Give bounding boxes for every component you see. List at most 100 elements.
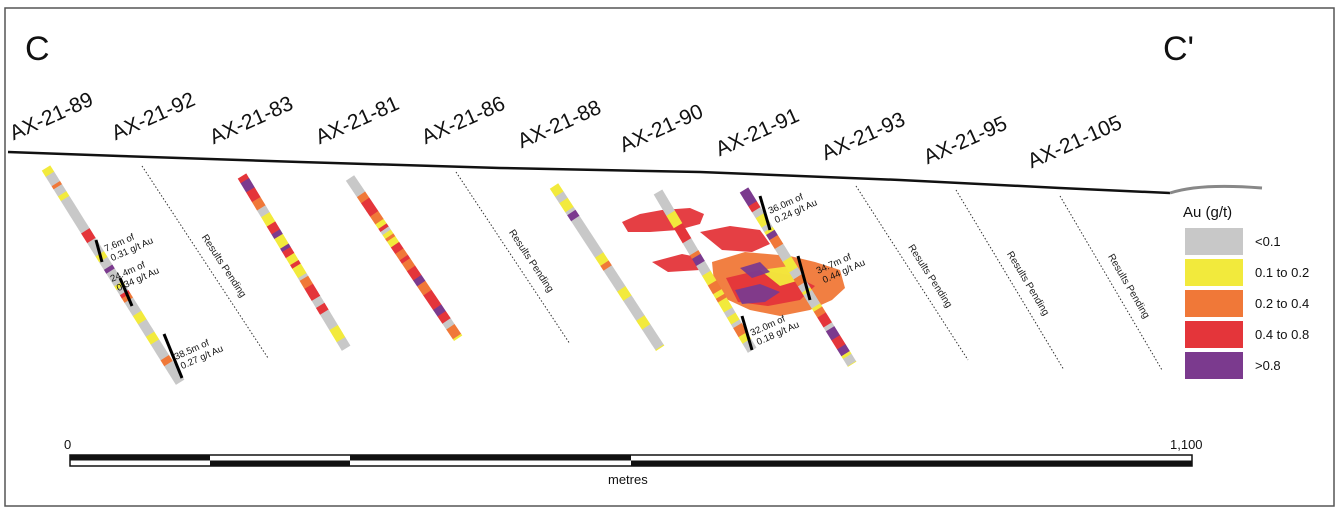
assay-interval	[807, 295, 821, 309]
assay-interval	[375, 218, 387, 230]
assay-interval	[797, 281, 811, 293]
assay-interval	[57, 191, 70, 202]
assay-interval	[353, 186, 366, 198]
assay-interval	[386, 236, 400, 248]
drill-hole-ax-21-90	[653, 189, 757, 353]
assay-interval	[87, 237, 98, 247]
assay-interval	[325, 318, 339, 331]
assay-interval	[314, 299, 325, 309]
results-pending-label: Results Pending	[506, 228, 555, 295]
legend-label: 0.1 to 0.2	[1255, 265, 1310, 280]
topography-line-extension	[1169, 184, 1263, 195]
assay-interval	[160, 355, 173, 367]
assay-interval	[264, 217, 276, 227]
legend-label: >0.8	[1255, 358, 1281, 373]
assay-interval	[150, 339, 166, 355]
assay-interval	[406, 265, 422, 281]
assay-interval	[671, 218, 683, 229]
assay-interval	[274, 233, 285, 242]
assay-interval	[119, 289, 131, 299]
pending-trace	[955, 189, 1065, 371]
legend-swatch	[1185, 290, 1243, 317]
pending-trace	[855, 185, 969, 361]
assay-interval	[378, 223, 389, 233]
assay-interval	[752, 207, 765, 219]
assay-interval	[726, 312, 740, 325]
assay-interval	[345, 175, 357, 185]
drill-hole-ax-21-93	[855, 185, 969, 361]
assay-interval	[731, 319, 742, 329]
assay-interval	[699, 265, 711, 277]
assay-interval	[769, 234, 784, 250]
assay-interval	[786, 262, 798, 273]
assay-interval	[78, 224, 90, 234]
assay-interval	[663, 205, 676, 216]
assay-interval	[642, 324, 657, 340]
ore-zone-8	[740, 262, 770, 278]
assay-interval	[597, 256, 609, 267]
assay-interval	[399, 254, 411, 265]
assay-interval	[315, 302, 329, 315]
assay-interval	[336, 337, 351, 351]
legend-label: 0.2 to 0.4	[1255, 296, 1310, 311]
assay-interval	[691, 253, 705, 267]
assay-interval	[586, 239, 602, 256]
assay-interval	[47, 175, 61, 187]
scale-min-label: 0	[64, 437, 72, 452]
assay-interval	[74, 217, 88, 230]
assay-interval	[309, 291, 321, 302]
assay-interval	[778, 250, 792, 263]
assay-interval	[567, 209, 580, 222]
assay-interval	[766, 229, 778, 241]
ore-zone-1	[622, 208, 704, 232]
assay-interval	[723, 307, 736, 318]
assay-interval	[593, 249, 604, 259]
intercept-annotation: 36.0m of0.24 g/t Au	[758, 192, 819, 231]
assay-interval	[831, 335, 846, 350]
assay-interval	[382, 229, 394, 240]
assay-interval	[334, 332, 346, 343]
assay-interval	[625, 298, 638, 311]
assay-interval	[246, 187, 261, 203]
assay-interval	[164, 360, 177, 373]
assay-interval	[275, 236, 289, 249]
intercept-annotation: 32.0m of0.18 g/t Au	[740, 314, 801, 351]
assay-interval	[774, 243, 788, 256]
assay-interval	[433, 304, 446, 317]
ore-zone-6	[735, 284, 780, 304]
assay-interval	[715, 293, 727, 303]
assay-interval	[608, 272, 623, 287]
results-pending-label: Results Pending	[1105, 252, 1151, 320]
assay-interval	[673, 223, 689, 238]
assay-interval	[813, 306, 826, 318]
assay-interval	[636, 315, 647, 324]
assay-interval	[103, 264, 115, 274]
assay-interval	[53, 184, 67, 197]
assay-interval	[707, 280, 722, 295]
assay-interval	[110, 274, 123, 287]
assay-column	[345, 175, 463, 342]
assay-interval	[45, 171, 57, 181]
scale-unit: metres	[608, 472, 648, 487]
assay-interval	[837, 344, 850, 357]
assay-interval	[390, 241, 404, 255]
assay-column	[653, 189, 757, 353]
assay-interval	[764, 226, 775, 236]
drill-hole-ax-21-81	[345, 175, 463, 342]
assay-interval	[811, 303, 823, 313]
legend-swatch	[1185, 259, 1243, 286]
section-start-label: C	[25, 30, 50, 68]
assay-interval	[240, 178, 255, 193]
pending-trace	[1059, 195, 1163, 371]
assay-interval	[580, 230, 593, 241]
assay-interval	[446, 323, 462, 340]
assay-interval	[81, 228, 96, 244]
assay-interval	[297, 272, 309, 282]
assay-interval	[292, 263, 307, 279]
assay-interval	[717, 297, 733, 313]
assay-interval	[559, 197, 574, 213]
assay-interval	[167, 366, 180, 378]
assay-interval	[712, 289, 725, 300]
assay-interval	[653, 189, 668, 204]
